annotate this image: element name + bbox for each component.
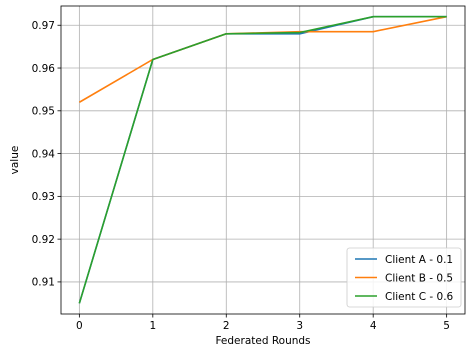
series-lines [78,15,447,304]
series-line-2 [78,15,447,103]
x-tick-label: 3 [296,320,303,332]
x-tick-label: 5 [443,320,450,332]
legend-box [346,247,462,308]
y-tick-label: 0.95 [32,106,55,118]
y-tick-label: 0.94 [32,148,56,160]
series-line-3 [78,15,447,304]
legend-label: Client A - 0.1 [385,254,453,266]
x-tick-label: 0 [76,320,83,332]
y-tick-label: 0.97 [32,20,55,32]
grid-lines [61,6,465,314]
y-axis-label: value [9,146,21,175]
y-tick-label: 0.92 [32,234,55,246]
legend: Client A - 0.1 Client B - 0.5 Client C - 0… [346,247,462,308]
y-tick-label: 0.91 [32,277,55,289]
x-tick-label: 1 [149,320,156,332]
plot-frame [60,5,466,315]
y-axis-ticks: 0.91 0.92 0.93 0.94 0.95 0.96 0.97 [32,20,61,289]
y-tick-label: 0.93 [32,191,55,203]
x-axis-ticks: 0 1 2 3 4 5 [76,314,450,332]
y-tick-label: 0.96 [32,63,56,75]
x-tick-label: 2 [223,320,230,332]
x-axis-label: Federated Rounds [215,335,310,347]
x-tick-label: 4 [370,320,377,332]
legend-label: Client C - 0.6 [385,291,454,303]
legend-label: Client B - 0.5 [385,272,453,284]
